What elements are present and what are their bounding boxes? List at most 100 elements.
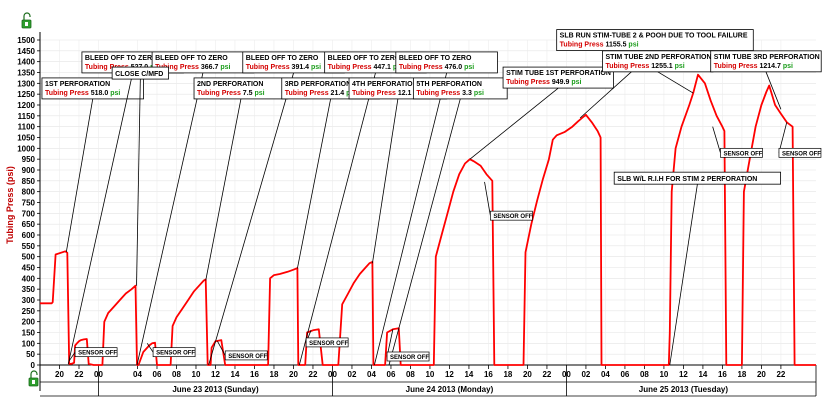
annotation-leader xyxy=(669,184,698,366)
annotation: SENSOR OFF xyxy=(146,343,196,358)
annotation-label: Tubing Press xyxy=(197,90,243,97)
annotation-value-line: Tubing Press 949.9 psi xyxy=(506,79,581,86)
x-tick-label: 14 xyxy=(698,370,707,379)
annotation: BLEED OFF TO ZERO Tubing Press 476.0 psi xyxy=(373,51,498,366)
sensor-label: SENSOR OFF xyxy=(309,341,348,347)
annotation-leader xyxy=(778,122,788,153)
annotation-title: 2ND PERFORATION xyxy=(197,81,263,88)
annotation: BLEED OFF TO ZERO Tubing Press 366.7 psi xyxy=(136,51,255,366)
sensor-label: SENSOR OFF xyxy=(228,354,267,360)
annotation-unit: psi xyxy=(311,64,321,71)
annotation-leader xyxy=(298,72,376,366)
annotation-title: SLB W/L R.I.H FOR STIM 2 PERFORATION xyxy=(617,176,757,183)
sensor-box xyxy=(74,347,118,358)
x-tick-label: 16 xyxy=(250,370,259,379)
x-tick-label: 10 xyxy=(659,370,668,379)
annotation-value: 949.9 xyxy=(552,79,571,86)
annotation-leader xyxy=(217,340,226,356)
annotation-value: 1155.5 xyxy=(605,42,628,49)
annotation-leader xyxy=(388,98,461,366)
annotation-label: Tubing Press xyxy=(328,64,374,71)
annotation-value: 21.4 xyxy=(331,90,347,97)
x-tick-label: 12 xyxy=(445,370,454,379)
x-tick-label: 04 xyxy=(601,370,610,379)
annotation-title: BLEED OFF TO ZERO xyxy=(246,55,319,62)
sensor-box xyxy=(305,337,349,348)
annotation-unit: psi xyxy=(110,90,120,97)
x-tick-label: 10 xyxy=(425,370,434,379)
x-axis: 20 22 00 04 06 08 10 12 14 16 18 20 22 00 02 04 06 08 10 12… xyxy=(40,364,817,397)
annotation-leader xyxy=(469,87,559,160)
x-tick-label: 18 xyxy=(503,370,512,379)
y-tick-label: 650 xyxy=(22,220,36,229)
annotation-title: 1ST PERFORATION xyxy=(45,81,110,88)
annotation-value-line: Tubing Press 391.4 psi xyxy=(246,64,321,71)
y-tick-label: 1400 xyxy=(17,58,35,67)
annotation-label: Tubing Press xyxy=(416,90,462,97)
annotation-label: Tubing Press xyxy=(560,42,606,49)
annotation: STIM TUBE 3RD PERFORATION Tubing Press 12… xyxy=(710,50,822,110)
annotation-leader xyxy=(65,98,94,252)
y-tick-label: 500 xyxy=(22,253,36,262)
y-tick-label: 450 xyxy=(22,264,36,273)
x-tick-label: 16 xyxy=(718,370,727,379)
annotation-title: 5TH PERFORATION xyxy=(416,81,482,88)
annotation-value-line: Tubing Press 476.0 psi xyxy=(399,64,474,71)
annotation-value: 518.0 xyxy=(91,90,110,97)
sensor-label: SENSOR OFF xyxy=(390,355,429,361)
annotation-leader xyxy=(712,126,721,153)
pressure-series-line xyxy=(40,73,816,366)
day-label: June 25 2013 (Tuesday) xyxy=(639,385,729,394)
y-axis: 0501001502002503003504004505005506006507… xyxy=(17,32,41,391)
annotation-title: 3RD PERFORATION xyxy=(285,81,351,88)
y-tick-label: 750 xyxy=(22,199,36,208)
annotation-box xyxy=(710,50,822,73)
annotation-unit: psi xyxy=(675,63,685,70)
sensor-label: SENSOR OFF xyxy=(493,214,532,220)
x-tick-label: 10 xyxy=(192,370,201,379)
x-tick-label: 06 xyxy=(387,370,396,379)
y-tick-label: 50 xyxy=(26,350,35,359)
annotation-box xyxy=(395,51,498,74)
annotation: SENSOR OFF xyxy=(386,329,430,362)
y-tick-label: 350 xyxy=(22,285,36,294)
annotation-title: STIM TUBE 2ND PERFORATION xyxy=(606,54,712,61)
annotation-leader xyxy=(208,72,294,366)
sensor-box xyxy=(490,210,533,221)
y-tick-label: 1450 xyxy=(17,47,35,56)
y-tick-label: 150 xyxy=(22,329,36,338)
annotation-title: 4TH PERFORATION xyxy=(352,81,418,88)
annotation-value-line: Tubing Press 447.1 psi xyxy=(328,64,403,71)
annotation-unit: psi xyxy=(783,63,793,70)
annotation-leader xyxy=(372,98,399,264)
annotation: SENSOR OFF xyxy=(712,126,763,158)
sensor-label: SENSOR OFF xyxy=(156,351,195,357)
sensor-label: SENSOR OFF xyxy=(782,151,821,157)
annotation-value: 366.7 xyxy=(201,64,220,71)
annotation: 2ND PERFORATION Tubing Press 7.5 psi xyxy=(193,77,289,281)
annotation-value: 7.5 xyxy=(243,90,255,97)
annotation-unit: psi xyxy=(474,90,484,97)
y-tick-label: 1250 xyxy=(17,90,35,99)
x-tick-label: 14 xyxy=(231,370,240,379)
annotation: STIM TUBE 2ND PERFORATION Tubing Press 12… xyxy=(602,50,714,94)
annotation-leader xyxy=(373,72,448,366)
x-tick-label: 04 xyxy=(367,370,376,379)
annotation-value-line: Tubing Press 3.3 psi xyxy=(416,90,484,97)
y-tick-label: 1300 xyxy=(17,79,35,88)
sensor-box xyxy=(386,351,430,362)
x-tick-label: 02 xyxy=(581,370,590,379)
annotation-value-line: Tubing Press 7.5 psi xyxy=(197,90,265,97)
annotation-title: BLEED OFF TO ZERO xyxy=(85,55,158,62)
annotation-box xyxy=(41,77,144,100)
y-axis-title: Tubing Press (psi) xyxy=(5,166,15,244)
annotation-value: 447.1 xyxy=(373,64,392,71)
y-tick-label: 900 xyxy=(22,166,36,175)
annotation: SENSOR OFF xyxy=(305,330,349,348)
x-tick-label: 22 xyxy=(776,370,785,379)
unlock-icon[interactable] xyxy=(21,12,32,29)
unlock-icon[interactable] xyxy=(28,370,39,387)
annotation-value: 3.3 xyxy=(462,90,474,97)
